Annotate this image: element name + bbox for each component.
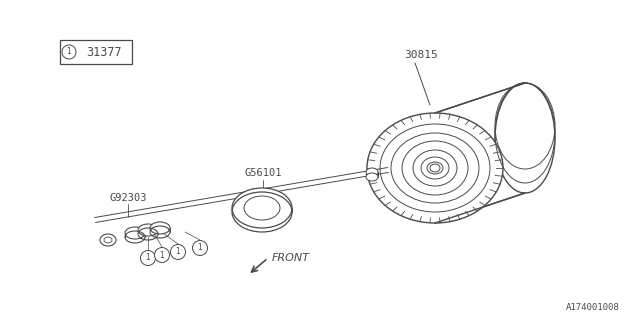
Circle shape (62, 45, 76, 59)
Text: 1: 1 (67, 47, 72, 57)
Ellipse shape (366, 173, 378, 181)
Text: FRONT: FRONT (272, 253, 310, 263)
Ellipse shape (104, 237, 112, 243)
Text: 1: 1 (146, 253, 150, 262)
Circle shape (141, 251, 156, 266)
Text: 31377: 31377 (86, 45, 122, 59)
Ellipse shape (138, 224, 158, 236)
Ellipse shape (150, 222, 170, 234)
FancyBboxPatch shape (60, 40, 132, 64)
Ellipse shape (495, 83, 555, 193)
Ellipse shape (244, 196, 280, 220)
Ellipse shape (100, 234, 116, 246)
Text: 30815: 30815 (404, 50, 438, 60)
Text: 1: 1 (175, 247, 180, 257)
Circle shape (154, 247, 170, 262)
Text: A174001008: A174001008 (566, 303, 620, 312)
Ellipse shape (430, 164, 440, 172)
Ellipse shape (125, 227, 145, 239)
Text: 1: 1 (198, 244, 202, 252)
Circle shape (170, 244, 186, 260)
Text: G56101: G56101 (244, 168, 282, 178)
Text: 1: 1 (159, 251, 164, 260)
Ellipse shape (232, 188, 292, 228)
Ellipse shape (366, 168, 378, 176)
Ellipse shape (367, 113, 503, 223)
Text: G92303: G92303 (109, 193, 147, 203)
Circle shape (193, 241, 207, 255)
